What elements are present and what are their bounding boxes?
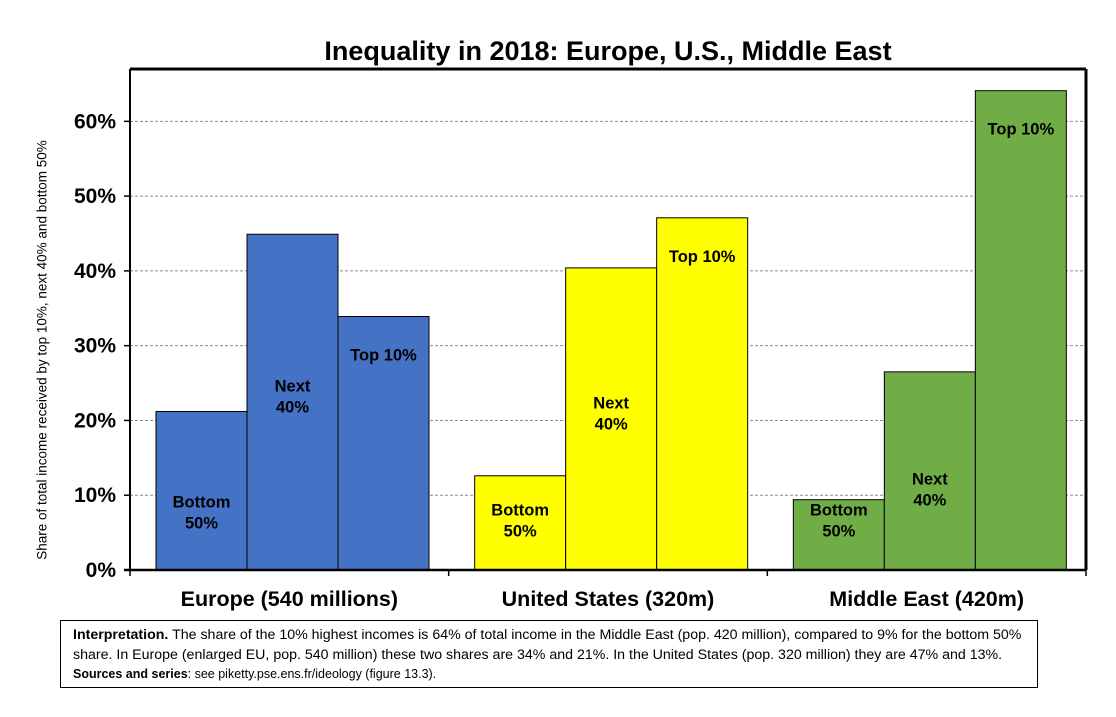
bar-label: 40% bbox=[276, 399, 309, 417]
bar bbox=[155, 410, 248, 571]
note-sources-label: Sources and series bbox=[73, 667, 188, 681]
y-tick-label: 30% bbox=[74, 335, 116, 358]
y-tick-label: 40% bbox=[74, 260, 116, 283]
bar bbox=[246, 233, 339, 571]
chart-title: Inequality in 2018: Europe, U.S., Middle… bbox=[324, 36, 892, 66]
y-tick-label: 10% bbox=[74, 484, 116, 507]
bar bbox=[883, 371, 976, 571]
bar-label: Bottom bbox=[491, 502, 549, 520]
bar bbox=[974, 90, 1067, 571]
bar-chart: Bottom 50% Next 40% Top 10% Europe (540 milli… bbox=[74, 67, 1088, 611]
bar-label: Next bbox=[275, 378, 311, 396]
bar-label: Next bbox=[593, 394, 629, 412]
bar-label: Top 10% bbox=[669, 248, 736, 266]
bar-label: 50% bbox=[822, 523, 855, 541]
bar bbox=[792, 499, 885, 571]
bar-label: Next bbox=[912, 470, 948, 488]
interpretation-note: Interpretation. The share of the 10% hig… bbox=[60, 620, 1038, 688]
category-label: Europe (540 millions) bbox=[181, 587, 398, 611]
bar-label: Bottom bbox=[810, 502, 868, 520]
y-tick-label: 20% bbox=[74, 409, 116, 432]
bar bbox=[337, 316, 430, 571]
bar-label: Top 10% bbox=[988, 121, 1055, 139]
bar-label: 40% bbox=[913, 491, 946, 509]
note-text: The share of the 10% highest incomes is … bbox=[73, 627, 1022, 663]
bar-label: 50% bbox=[504, 523, 537, 541]
bar bbox=[565, 267, 658, 571]
note-sources-text: : see piketty.pse.ens.fr/ideology (figur… bbox=[187, 667, 437, 681]
bar-label: 50% bbox=[185, 515, 218, 533]
bar bbox=[656, 217, 749, 571]
y-tick-label: 50% bbox=[74, 185, 116, 208]
note-lead: Interpretation. bbox=[73, 627, 169, 643]
bar-label: Top 10% bbox=[350, 347, 417, 365]
category-label: United States (320m) bbox=[502, 587, 715, 611]
y-tick-label: 60% bbox=[74, 110, 116, 133]
bar-label: Bottom bbox=[173, 494, 231, 512]
category-label: Middle East (420m) bbox=[829, 587, 1024, 611]
y-tick-label: 0% bbox=[86, 559, 117, 582]
bar-label: 40% bbox=[595, 415, 628, 433]
